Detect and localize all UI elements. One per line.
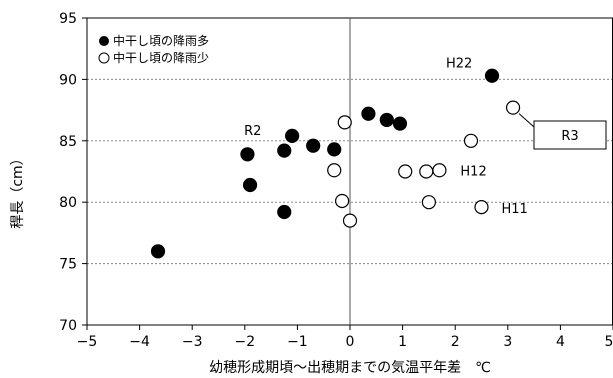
legend-label-rain-less: 中干し頃の降雨少: [113, 50, 209, 65]
y-tick-label: 95: [59, 11, 77, 27]
annotation-label: R3: [561, 129, 578, 144]
legend: 中干し頃の降雨多 中干し頃の降雨少: [98, 33, 209, 65]
data-point-rain-less: [463, 133, 479, 148]
x-tick-label: 2: [451, 334, 460, 350]
x-tick-label: 0: [346, 334, 355, 350]
annotation-label: H11: [502, 202, 528, 217]
x-tick-label: −2: [234, 334, 255, 350]
data-point-rain-less: [335, 193, 350, 209]
data-point-rain-more: [306, 138, 321, 153]
data-point-rain-more: [285, 128, 300, 143]
data-point-rain-less: [337, 115, 352, 130]
y-axis-title: 稈長（cm）: [10, 151, 26, 228]
annotation-label: R2: [244, 124, 261, 139]
y-tick-label: 80: [59, 195, 77, 211]
data-point-rain-more: [327, 142, 342, 157]
data-point-rain-more: [361, 106, 376, 121]
x-axis-title: 幼穂形成期頃〜出穂期までの気温平年差 ℃: [209, 360, 491, 376]
data-point-rain-more: [392, 116, 408, 131]
y-tick-label: 70: [59, 318, 77, 334]
callout-box: [533, 120, 607, 150]
x-tick-label: −4: [129, 334, 150, 350]
data-point-rain-more: [240, 147, 255, 162]
data-point-rain-more: [277, 143, 292, 158]
x-tick-label: −5: [77, 334, 98, 350]
data-points: [150, 68, 521, 259]
callout-line: [518, 113, 535, 128]
data-point-rain-less: [327, 163, 342, 178]
data-point-rain-more: [484, 68, 500, 83]
data-point-rain-less: [398, 164, 413, 179]
data-point-rain-more: [277, 204, 292, 220]
legend-marker-open: [98, 52, 110, 64]
y-tick-label: 75: [59, 257, 77, 273]
y-tick-label: 85: [59, 134, 77, 150]
data-point-rain-less: [432, 163, 447, 178]
data-point-rain-more: [379, 112, 394, 128]
x-tick-label: 3: [503, 334, 512, 350]
annotation-label: H22: [446, 57, 472, 72]
x-tick-label: 4: [556, 334, 565, 350]
x-tick-label: −3: [182, 334, 203, 350]
x-tick-label: −1: [287, 334, 308, 350]
x-tick-labels: −5 −4 −3 −2 −1 0 1 2 3 4 5: [77, 334, 613, 350]
data-point-rain-less: [419, 164, 434, 179]
x-tick-label: 5: [605, 334, 613, 350]
data-point-rain-less: [474, 200, 489, 215]
data-point-rain-less: [342, 213, 358, 228]
annotations: H22 R2 H12 H11 R3: [244, 57, 607, 217]
x-tick-label: 1: [398, 334, 407, 350]
y-tick-label: 90: [59, 72, 77, 88]
data-point-rain-more: [150, 244, 166, 259]
legend-label-rain-more: 中干し頃の降雨多: [113, 33, 209, 48]
annotation-label: H12: [460, 164, 486, 179]
data-point-rain-more: [242, 177, 258, 193]
legend-marker-filled: [99, 36, 109, 46]
data-point-rain-less: [505, 100, 521, 115]
data-point-rain-less: [421, 195, 436, 210]
y-tick-labels: 70 75 80 85 90 95: [59, 11, 77, 334]
